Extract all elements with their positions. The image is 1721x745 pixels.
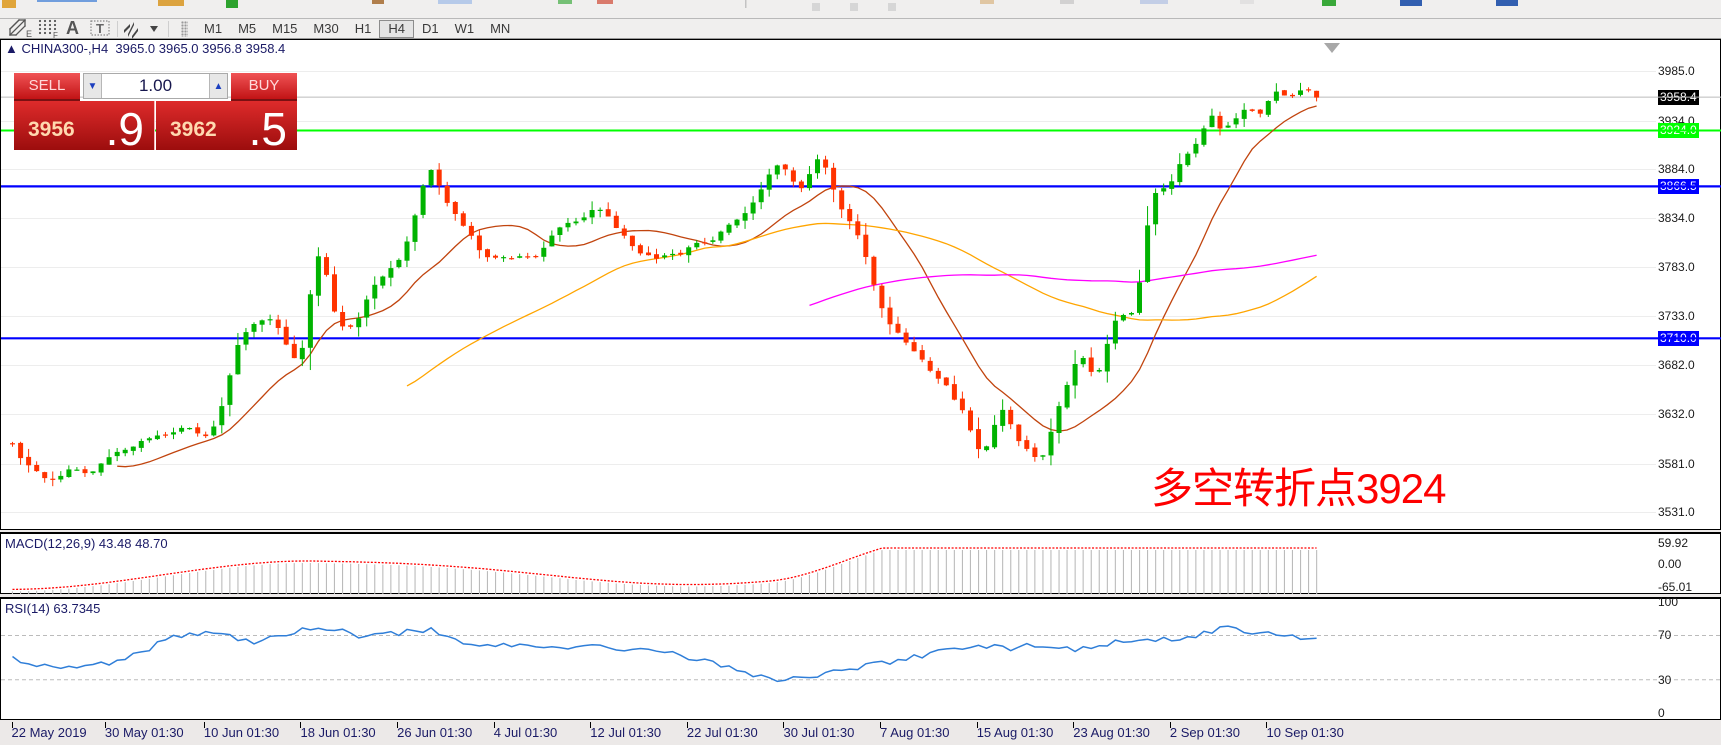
svg-text:E: E [26,29,32,39]
svg-text:F: F [53,31,58,39]
svg-text:T: T [96,21,104,36]
